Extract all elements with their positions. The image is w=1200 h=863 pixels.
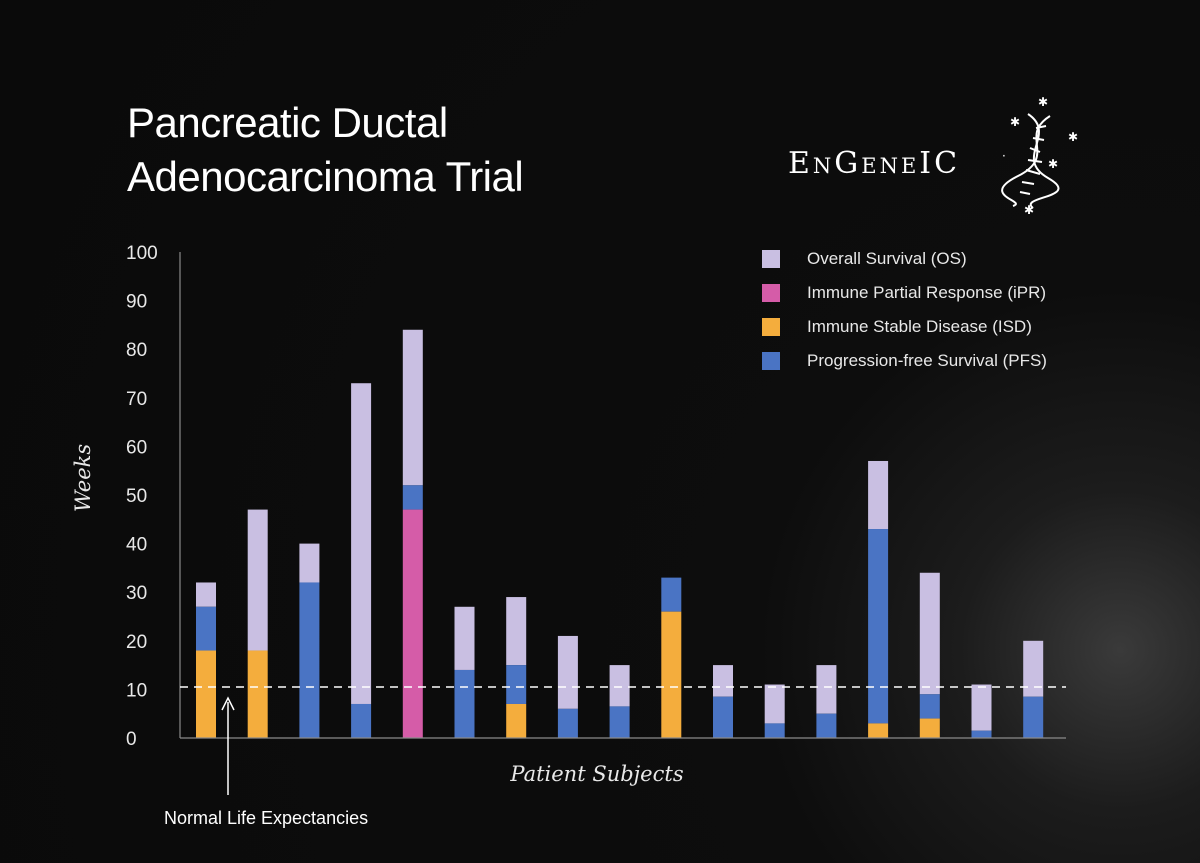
bar-segment-os: [299, 543, 320, 583]
bar-segment-os: [557, 635, 578, 709]
bar-segment-os: [919, 572, 940, 695]
bar-segment-isd: [661, 611, 682, 738]
bar-segment-os: [764, 684, 785, 724]
bar-segment-isd: [247, 650, 268, 738]
legend-swatch-os: [762, 250, 780, 268]
bar-patient-2: [247, 509, 268, 738]
bar-segment-pfs: [299, 582, 320, 738]
bar-patient-1: [196, 582, 216, 738]
bar-segment-os: [868, 460, 889, 530]
y-tick-label: 30: [126, 583, 147, 604]
bar-segment-pfs: [661, 577, 682, 612]
bar-segment-pfs: [454, 669, 475, 738]
bar-patient-10: [661, 577, 682, 738]
bar-patient-6: [454, 606, 475, 738]
bar-segment-isd: [506, 703, 527, 738]
bar-patient-17: [1023, 640, 1044, 738]
svg-text:✱: ✱: [1068, 130, 1078, 144]
bar-patient-11: [713, 665, 733, 738]
bar-segment-pfs: [919, 694, 940, 719]
legend-item-os: Overall Survival (OS): [762, 242, 1047, 276]
y-tick-label: 60: [126, 437, 147, 458]
legend-swatch-pfs: [762, 352, 780, 370]
engeneic-logo: EnGeneIC ✱ ✱ ✱ ✱ ✱ ·: [788, 96, 1088, 216]
bar-patient-7: [506, 597, 527, 738]
bar-segment-pfs: [971, 730, 992, 738]
bar-segment-pfs: [506, 665, 527, 704]
bar-patient-8: [557, 635, 578, 738]
bar-segment-isd: [868, 723, 889, 738]
arrow-up-icon: [221, 696, 235, 795]
bar-group: [196, 329, 1044, 738]
bar-segment-os: [971, 684, 992, 731]
bar-segment-os: [713, 665, 733, 697]
y-tick-label: 100: [126, 243, 158, 264]
normal-life-annotation: Normal Life Expectancies: [164, 808, 369, 828]
bar-patient-12: [764, 684, 785, 738]
svg-text:✱: ✱: [1038, 96, 1048, 109]
dna-helix-icon: ✱ ✱ ✱ ✱ ✱ ·: [1001, 96, 1078, 216]
legend-item-ipr: Immune Partial Response (iPR): [762, 276, 1047, 310]
bar-patient-13: [816, 665, 837, 738]
legend-label-os: Overall Survival (OS): [807, 249, 967, 268]
bar-segment-pfs: [713, 696, 733, 738]
logo-wordmark: EnGeneIC: [788, 146, 961, 181]
legend-label-ipr: Immune Partial Response (iPR): [807, 283, 1047, 302]
bar-segment-isd: [196, 650, 216, 738]
bar-segment-pfs: [609, 706, 630, 738]
legend-label-isd: Immune Stable Disease (ISD): [807, 317, 1032, 336]
bar-segment-os: [351, 383, 372, 704]
legend-item-pfs: Progression-free Survival (PFS): [762, 344, 1047, 378]
y-axis-ticks: 0 10 20 30 40 50 60 70 80 90 100: [126, 243, 158, 750]
y-tick-label: 10: [126, 680, 147, 701]
bar-segment-os: [196, 582, 216, 607]
bar-patient-14: [868, 460, 889, 738]
y-axis-label: Weeks: [71, 444, 95, 512]
legend-swatch-ipr: [762, 284, 780, 302]
y-tick-label: 70: [126, 389, 147, 410]
bar-patient-9: [609, 665, 630, 738]
chart-title-line-2: Adenocarcinoma Trial: [127, 153, 524, 200]
y-tick-label: 0: [126, 729, 137, 750]
legend-swatch-isd: [762, 318, 780, 336]
bar-patient-16: [971, 684, 992, 738]
y-tick-label: 90: [126, 292, 147, 313]
bar-segment-pfs: [764, 723, 785, 738]
svg-text:✱: ✱: [1010, 115, 1020, 129]
bar-segment-os: [609, 665, 630, 707]
legend-label-pfs: Progression-free Survival (PFS): [807, 351, 1047, 370]
bar-patient-15: [919, 572, 940, 738]
bar-patient-3: [299, 543, 320, 738]
bar-segment-pfs: [557, 708, 578, 738]
bar-patient-4: [351, 383, 372, 738]
bar-segment-os: [454, 606, 475, 670]
bar-segment-os: [402, 329, 423, 486]
bar-segment-isd: [919, 718, 940, 738]
svg-text:✱: ✱: [1024, 203, 1034, 216]
bar-segment-os: [247, 509, 268, 651]
bar-segment-pfs: [868, 529, 889, 724]
bar-segment-pfs: [402, 485, 423, 510]
y-tick-label: 20: [126, 632, 147, 653]
y-tick-label: 80: [126, 340, 147, 361]
bar-segment-os: [1023, 640, 1044, 697]
chart-title-line-1: Pancreatic Ductal: [127, 99, 448, 146]
svg-text:✱: ✱: [1048, 157, 1058, 171]
bar-segment-pfs: [1023, 696, 1044, 738]
bar-segment-os: [816, 665, 837, 714]
bar-segment-os: [506, 597, 527, 666]
svg-text:·: ·: [1002, 149, 1006, 163]
bar-segment-ipr: [402, 509, 423, 738]
y-tick-label: 40: [126, 535, 147, 556]
chart-title: Pancreatic Ductal Adenocarcinoma Trial: [127, 96, 524, 204]
chart-legend: Overall Survival (OS) Immune Partial Res…: [762, 242, 1047, 378]
bar-segment-pfs: [351, 703, 372, 738]
bar-segment-pfs: [816, 713, 837, 738]
bar-segment-pfs: [196, 606, 216, 651]
x-axis-label: Patient Subjects: [509, 762, 683, 786]
bar-patient-5: [402, 329, 423, 738]
y-tick-label: 50: [126, 486, 147, 507]
legend-item-isd: Immune Stable Disease (ISD): [762, 310, 1047, 344]
